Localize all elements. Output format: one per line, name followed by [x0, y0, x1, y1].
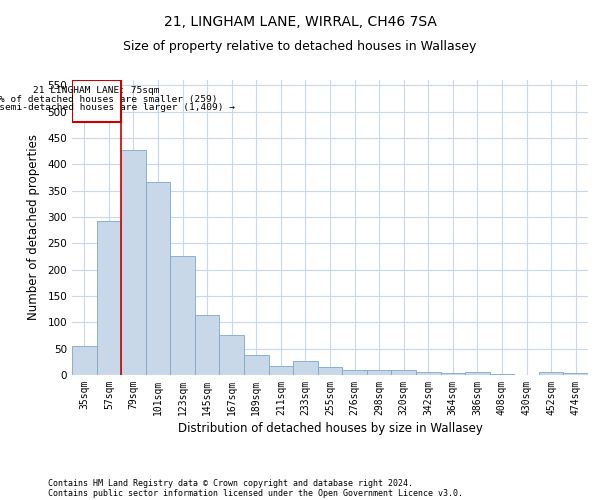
Bar: [72, 346, 97, 375]
Bar: [121, 150, 146, 375]
Bar: [293, 361, 318, 375]
Bar: [269, 366, 293, 375]
Bar: [318, 367, 342, 375]
X-axis label: Distribution of detached houses by size in Wallasey: Distribution of detached houses by size …: [178, 422, 482, 435]
Bar: [490, 374, 514, 375]
Text: 21, LINGHAM LANE, WIRRAL, CH46 7SA: 21, LINGHAM LANE, WIRRAL, CH46 7SA: [164, 15, 436, 29]
Bar: [440, 374, 465, 375]
Text: Size of property relative to detached houses in Wallasey: Size of property relative to detached ho…: [124, 40, 476, 53]
Bar: [72, 80, 121, 122]
Bar: [342, 370, 367, 375]
Y-axis label: Number of detached properties: Number of detached properties: [28, 134, 40, 320]
Bar: [539, 372, 563, 375]
Bar: [416, 372, 440, 375]
Bar: [146, 182, 170, 375]
Bar: [391, 370, 416, 375]
Bar: [244, 355, 269, 375]
Text: ← 15% of detached houses are smaller (259): ← 15% of detached houses are smaller (25…: [0, 95, 217, 104]
Text: 84% of semi-detached houses are larger (1,409) →: 84% of semi-detached houses are larger (…: [0, 103, 235, 112]
Bar: [220, 336, 244, 375]
Text: Contains public sector information licensed under the Open Government Licence v3: Contains public sector information licen…: [48, 488, 463, 498]
Text: 21 LINGHAM LANE: 75sqm: 21 LINGHAM LANE: 75sqm: [34, 86, 160, 96]
Bar: [170, 256, 195, 375]
Bar: [563, 373, 588, 375]
Bar: [465, 372, 490, 375]
Bar: [195, 316, 220, 375]
Bar: [97, 220, 121, 375]
Bar: [367, 370, 391, 375]
Text: Contains HM Land Registry data © Crown copyright and database right 2024.: Contains HM Land Registry data © Crown c…: [48, 478, 413, 488]
